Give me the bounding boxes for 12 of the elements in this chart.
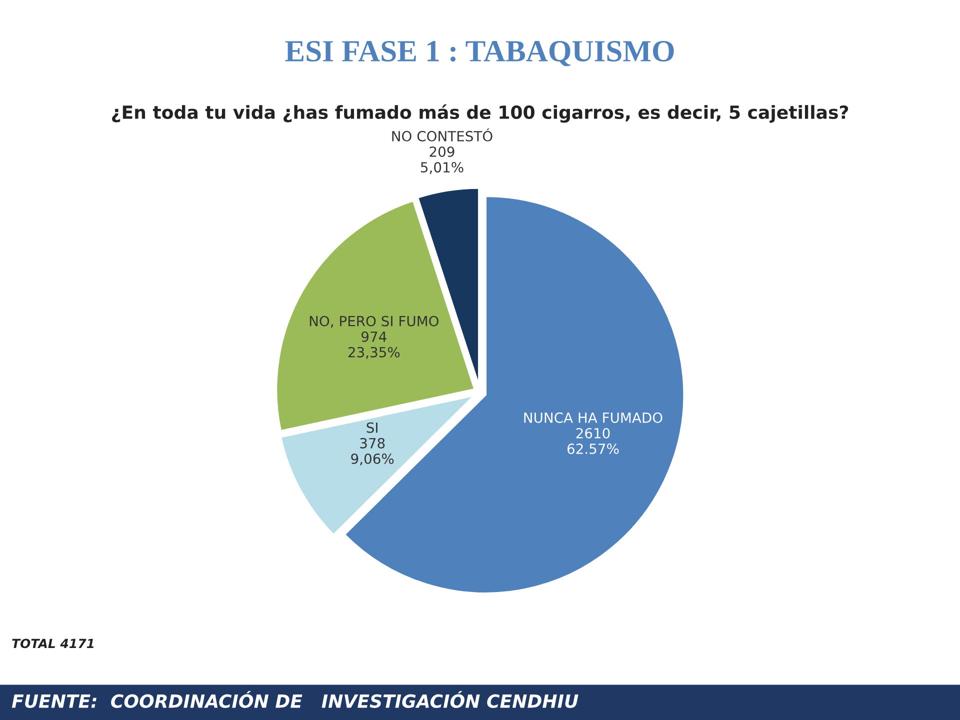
slice-label: SI (366, 422, 378, 433)
data-label: 378 9,06% (351, 438, 394, 466)
data-label: 209 5,01% (421, 146, 464, 174)
source-note: FUENTE: COORDINACIÓN DE INVESTIGACIÓN CENDHIU (12, 691, 578, 708)
slice-label: NO CONTESTÓ (392, 128, 492, 142)
text: TOTAL 4171 (12, 638, 94, 648)
chart-subtitle: ¿En toda tu vida ¿has fumado más de 100 cigarros, es decir, 5 cajetillas? (112, 104, 848, 123)
slice-label: NO, PERO SI FUMO (310, 316, 438, 328)
slice-label: NUNCA HA FUMADO (524, 412, 662, 423)
data-label: 974 23,35% (348, 331, 400, 359)
data-label: 2610 62.57% (567, 428, 619, 454)
chart-title: ESI FASE 1 : TABAQUISMO (285, 40, 674, 66)
